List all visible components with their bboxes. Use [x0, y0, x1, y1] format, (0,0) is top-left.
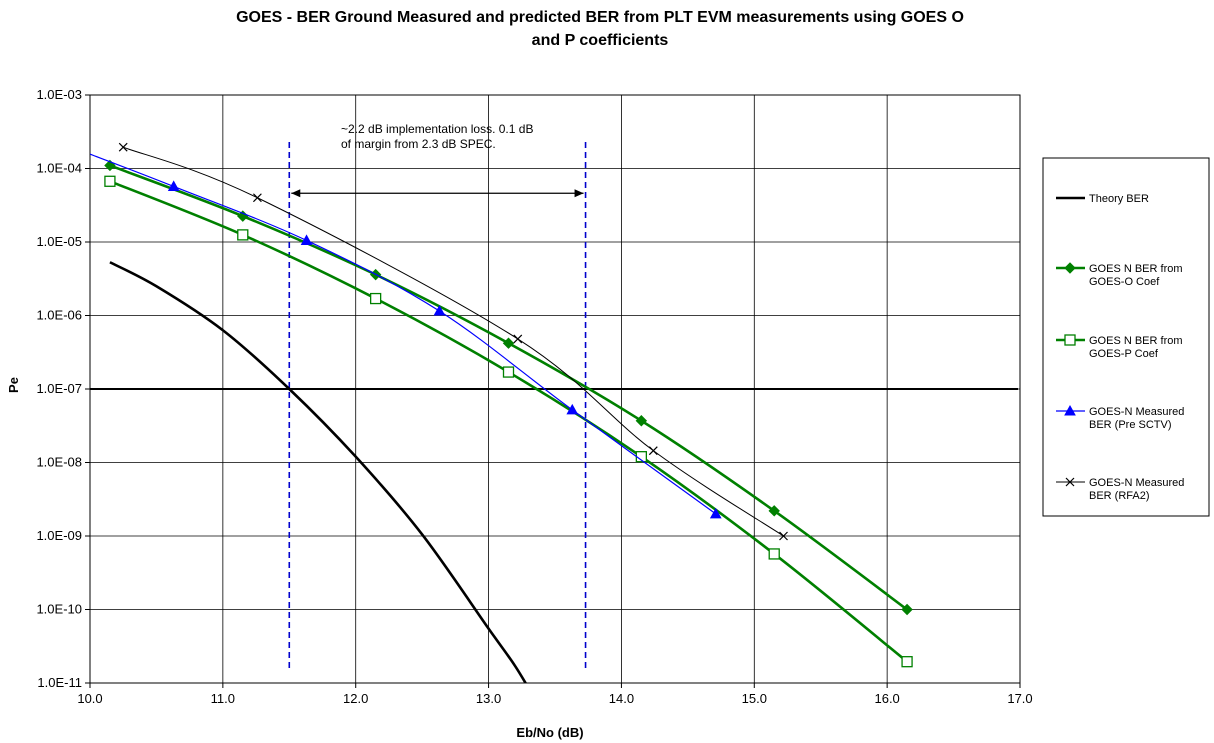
legend-swatch-marker [1064, 404, 1076, 416]
y-tick-label: 1.0E-08 [36, 455, 82, 470]
data-point [709, 507, 722, 519]
data-point [237, 229, 249, 241]
data-point [118, 142, 128, 152]
legend-label: GOES-N Measured [1089, 477, 1184, 489]
series-2 [104, 159, 913, 616]
annotation-text-line1: ~2.2 dB implementation loss. 0.1 dB [341, 122, 533, 136]
y-tick-label: 1.0E-06 [36, 308, 82, 323]
x-tick-label: 15.0 [742, 691, 767, 706]
y-tick-label: 1.0E-05 [36, 234, 82, 249]
annotation: ~2.2 dB implementation loss. 0.1 dB of m… [291, 122, 584, 198]
x-axis-ticks: 10.0 11.0 12.0 13.0 14.0 15.0 16.0 17.0 [77, 683, 1033, 706]
series-line [109, 180, 908, 663]
data-point [300, 234, 313, 245]
annotation-arrowhead-left [291, 189, 301, 198]
series-3 [104, 175, 913, 668]
data-point [566, 403, 579, 415]
data-point [901, 603, 913, 616]
series-line [109, 164, 908, 611]
x-tick-label: 10.0 [77, 691, 102, 706]
series-line [90, 153, 717, 515]
y-tick-label: 1.0E-07 [36, 381, 82, 396]
data-point [502, 366, 515, 378]
x-tick-label: 11.0 [211, 691, 235, 706]
legend-label: GOES N BER from [1089, 263, 1183, 275]
legend-swatch-marker [1064, 262, 1076, 274]
series-4 [90, 153, 722, 519]
x-tick-label: 14.0 [609, 691, 634, 706]
series-5 [118, 142, 788, 541]
x-tick-label: 12.0 [343, 691, 368, 706]
y-tick-label: 1.0E-09 [36, 528, 82, 543]
y-axis-label: Pe [6, 377, 21, 393]
legend-label: BER (Pre SCTV) [1089, 419, 1172, 431]
data-point [648, 446, 658, 456]
data-point [513, 334, 523, 344]
series-layer [90, 142, 913, 683]
data-point [167, 180, 180, 191]
y-tick-label: 1.0E-10 [36, 602, 82, 617]
series-line [123, 146, 784, 537]
data-point [768, 548, 780, 560]
legend-label: GOES-P Coef [1089, 348, 1159, 360]
x-axis-label: Eb/No (dB) [516, 725, 583, 740]
data-point [433, 305, 446, 316]
data-point [104, 175, 116, 187]
series-line [109, 261, 528, 683]
legend-label: GOES N BER from [1089, 335, 1183, 347]
series-1 [109, 261, 528, 683]
chart-title-line1: GOES - BER Ground Measured and predicted… [236, 9, 964, 26]
legend-swatch-marker [1065, 477, 1075, 487]
legend-label: GOES-N Measured [1089, 406, 1184, 418]
y-tick-label: 1.0E-03 [36, 87, 82, 102]
data-point [768, 505, 780, 517]
x-tick-label: 13.0 [476, 691, 501, 706]
legend-label: BER (RFA2) [1089, 490, 1150, 502]
data-point [252, 193, 262, 203]
legend-label: GOES-O Coef [1089, 276, 1160, 288]
legend-label: Theory BER [1089, 193, 1149, 205]
x-tick-label: 17.0 [1007, 691, 1032, 706]
data-point [502, 337, 515, 349]
y-tick-label: 1.0E-11 [37, 675, 82, 690]
annotation-arrowhead-right [574, 189, 584, 198]
data-point [635, 415, 648, 427]
legend-swatch-marker [1064, 334, 1076, 346]
annotation-text-line2: of margin from 2.3 dB SPEC. [341, 137, 496, 151]
data-point [779, 531, 788, 541]
x-tick-label: 16.0 [874, 691, 899, 706]
data-point [901, 656, 913, 668]
y-axis-ticks: 1.0E-03 1.0E-04 1.0E-05 1.0E-06 1.0E-07 1.0E-… [36, 87, 90, 690]
reference-lines [90, 139, 1018, 668]
data-point [369, 292, 382, 305]
chart-title-line2: and P coefficients [532, 32, 669, 49]
y-tick-label: 1.0E-04 [36, 161, 82, 176]
